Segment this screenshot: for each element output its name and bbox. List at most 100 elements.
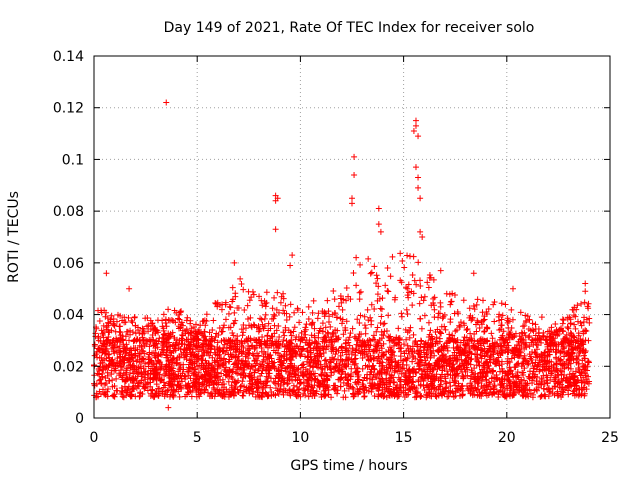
- data-point: [183, 326, 190, 333]
- data-point: [106, 377, 113, 384]
- data-point: [181, 354, 188, 361]
- data-point: [177, 361, 184, 368]
- data-point: [277, 299, 284, 306]
- data-point: [571, 374, 578, 381]
- data-point: [280, 290, 287, 297]
- data-point: [297, 352, 304, 359]
- data-point: [356, 342, 363, 349]
- data-point: [481, 313, 488, 320]
- data-point: [287, 352, 294, 359]
- data-point: [559, 391, 566, 398]
- data-point: [578, 300, 585, 307]
- data-point: [389, 349, 396, 356]
- data-point: [569, 350, 576, 357]
- data-point: [486, 347, 493, 354]
- data-point: [517, 309, 524, 316]
- data-point: [300, 385, 307, 392]
- data-point: [360, 340, 367, 347]
- data-point: [108, 358, 115, 365]
- data-point: [423, 351, 430, 358]
- data-point: [556, 358, 563, 365]
- data-point: [311, 325, 318, 332]
- data-point: [144, 379, 151, 386]
- data-point: [356, 331, 363, 338]
- data-point: [257, 373, 264, 380]
- data-point: [355, 333, 362, 340]
- data-point: [356, 347, 363, 354]
- data-point: [326, 313, 333, 320]
- data-point: [197, 373, 204, 380]
- data-point: [204, 348, 211, 355]
- data-point: [332, 387, 339, 394]
- data-point: [238, 343, 245, 350]
- data-point: [396, 387, 403, 394]
- data-point: [140, 365, 147, 372]
- data-point: [417, 381, 424, 388]
- data-point: [580, 346, 587, 353]
- data-point: [544, 333, 551, 340]
- data-point: [552, 346, 559, 353]
- data-point: [219, 376, 226, 383]
- data-point: [150, 369, 157, 376]
- data-point: [431, 314, 438, 321]
- data-point: [288, 337, 295, 344]
- data-point: [236, 357, 243, 364]
- data-point: [370, 348, 377, 355]
- data-point: [311, 334, 318, 341]
- data-point: [192, 379, 199, 386]
- data-point: [229, 351, 236, 358]
- data-point: [265, 320, 272, 327]
- data-point: [472, 351, 479, 358]
- data-point: [248, 322, 255, 329]
- data-point: [458, 356, 465, 363]
- data-point: [287, 392, 294, 399]
- data-point: [563, 374, 570, 381]
- data-point: [299, 309, 306, 316]
- data-point: [356, 289, 363, 296]
- data-point: [371, 263, 378, 270]
- x-tick-label: 20: [498, 430, 516, 446]
- data-point: [374, 324, 381, 331]
- data-point: [366, 337, 373, 344]
- data-point: [337, 315, 344, 322]
- data-point: [125, 314, 132, 321]
- data-point: [485, 306, 492, 313]
- data-point: [559, 362, 566, 369]
- data-point: [540, 385, 547, 392]
- data-point: [318, 371, 325, 378]
- data-point: [399, 258, 406, 265]
- data-point: [131, 353, 138, 360]
- data-point: [260, 364, 267, 371]
- data-point: [367, 352, 374, 359]
- data-point: [573, 385, 580, 392]
- data-point: [149, 392, 156, 399]
- data-point: [178, 319, 185, 326]
- data-point: [559, 320, 566, 327]
- data-point: [160, 349, 167, 356]
- data-point: [264, 332, 271, 339]
- data-point: [257, 315, 264, 322]
- data-point: [498, 343, 505, 350]
- data-point: [376, 375, 383, 382]
- data-point: [282, 302, 289, 309]
- data-point: [444, 393, 451, 400]
- data-point: [170, 341, 177, 348]
- x-axis-label: GPS time / hours: [290, 458, 407, 474]
- data-point: [498, 322, 505, 329]
- data-point: [512, 347, 519, 354]
- data-point: [504, 315, 511, 322]
- data-point: [320, 336, 327, 343]
- data-point: [412, 164, 419, 171]
- data-point: [475, 379, 482, 386]
- y-tick-label: 0.12: [53, 101, 84, 117]
- data-point: [108, 345, 115, 352]
- data-point: [215, 379, 222, 386]
- data-point: [354, 316, 361, 323]
- data-point: [160, 366, 167, 373]
- data-point: [191, 371, 198, 378]
- data-point: [516, 387, 523, 394]
- data-point: [537, 393, 544, 400]
- data-point: [289, 252, 296, 259]
- data-point: [488, 330, 495, 337]
- data-point: [535, 361, 542, 368]
